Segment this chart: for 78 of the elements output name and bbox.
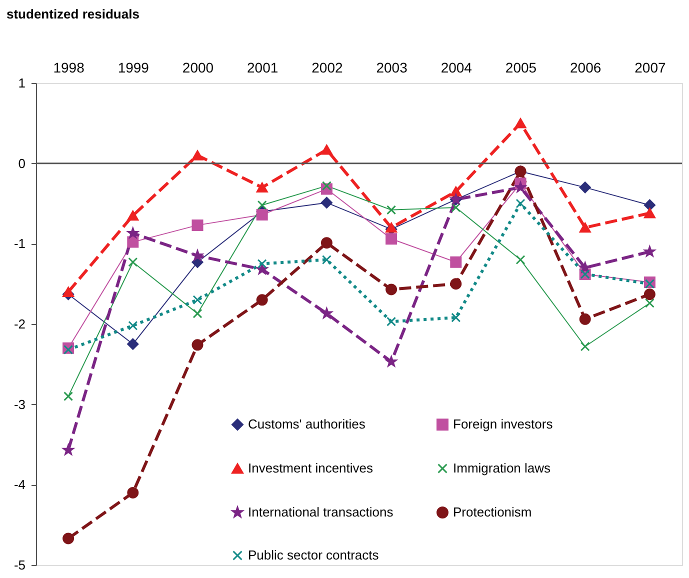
point	[127, 236, 139, 248]
y-tick-label: -3	[14, 396, 26, 412]
point	[644, 199, 656, 211]
point	[644, 279, 654, 289]
y-tick-label: -5	[14, 558, 26, 572]
point	[128, 257, 138, 267]
point	[514, 182, 526, 192]
point	[322, 254, 332, 264]
x-tick-label: 2003	[376, 60, 408, 76]
point	[256, 264, 268, 274]
point	[192, 150, 204, 160]
point	[644, 288, 656, 300]
point	[320, 144, 332, 155]
point	[386, 233, 398, 245]
point	[64, 392, 74, 402]
point	[64, 344, 74, 354]
point	[386, 356, 397, 367]
y-axis-title: studentized residuals	[6, 6, 140, 22]
legend-label: Protectionism	[453, 504, 532, 520]
legend-label: Immigration laws	[453, 460, 552, 476]
point	[580, 262, 591, 273]
x-tick-label: 2006	[570, 60, 602, 76]
point	[386, 284, 398, 296]
point	[127, 486, 139, 498]
x-tick-label: 2005	[505, 60, 537, 76]
point	[127, 227, 138, 238]
legend-label: International transactions	[248, 504, 394, 520]
y-tick-label: -2	[14, 316, 26, 332]
x-tick-label: 2002	[312, 60, 343, 76]
point	[192, 339, 204, 351]
point	[579, 182, 591, 194]
point	[320, 237, 332, 249]
point	[514, 118, 526, 128]
x-tick-label: 2007	[634, 60, 666, 76]
point	[62, 286, 74, 297]
point	[386, 222, 398, 233]
point	[256, 294, 268, 306]
point	[644, 246, 656, 256]
point	[127, 210, 139, 221]
point	[450, 256, 462, 268]
point	[62, 444, 74, 455]
x-tick-label: 1999	[118, 60, 150, 76]
point	[579, 313, 591, 325]
x-tick-label: 2000	[182, 60, 214, 76]
legend-label: Customs' authorities	[248, 416, 366, 432]
point	[580, 342, 590, 352]
x-tick-label: 2001	[247, 60, 278, 76]
point	[62, 532, 74, 544]
point	[256, 182, 268, 193]
point	[579, 222, 591, 233]
y-tick-label: -1	[14, 236, 26, 252]
point	[386, 205, 396, 215]
point	[257, 200, 267, 210]
legend-label: Public sector contracts	[248, 548, 380, 562]
point	[127, 338, 139, 350]
point	[451, 312, 461, 322]
point	[192, 295, 202, 305]
point	[192, 308, 202, 318]
point	[516, 198, 526, 208]
point	[192, 250, 204, 261]
point	[256, 208, 268, 220]
point	[322, 181, 332, 191]
legend-label: Investment incentives	[248, 460, 374, 476]
legend-label: Foreign investors	[453, 416, 554, 432]
point	[128, 320, 138, 330]
point	[320, 196, 332, 208]
y-tick-label: -4	[14, 477, 26, 492]
y-tick-label: 1	[18, 76, 26, 90]
point	[644, 208, 656, 218]
point	[516, 254, 526, 264]
point	[386, 316, 396, 326]
point	[644, 298, 654, 308]
point	[321, 308, 332, 318]
x-tick-label: 1998	[53, 60, 85, 76]
point	[192, 219, 204, 231]
y-tick-label: 0	[18, 156, 26, 171]
point	[450, 278, 462, 290]
x-tick-label: 2004	[440, 60, 472, 76]
